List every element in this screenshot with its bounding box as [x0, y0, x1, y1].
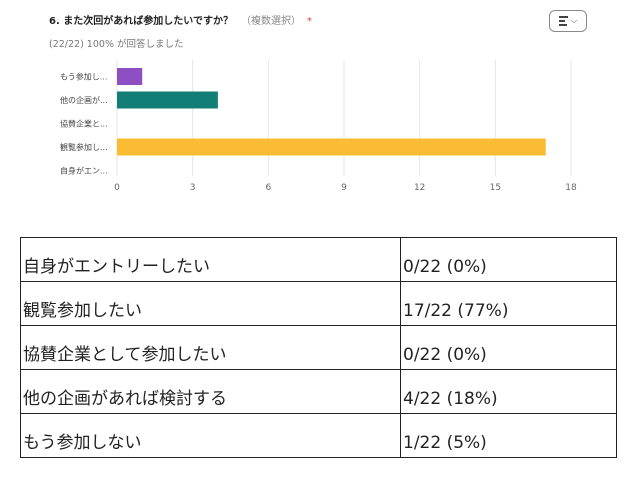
- option-count: 0/22 (0%): [400, 325, 617, 370]
- question-note: （複数選択）: [240, 16, 301, 27]
- table-row: 自身がエントリーしたい 0/22 (0%): [20, 237, 617, 282]
- table-row: 協賛企業として参加したい 0/22 (0%): [20, 325, 617, 370]
- option-count: 4/22 (18%): [400, 369, 617, 414]
- option-count: 17/22 (77%): [400, 281, 617, 326]
- question-header: 6. また次回があれば参加したいですか？ （複数選択） * (22/22) 100%…: [49, 8, 589, 60]
- option-count: 1/22 (5%): [400, 413, 617, 458]
- bar[interactable]: [117, 138, 546, 156]
- table-row: もう参加しない 1/22 (5%): [20, 413, 617, 458]
- table-row: 他の企画があれば検討する 4/22 (18%): [20, 369, 617, 414]
- bar[interactable]: [117, 68, 143, 85]
- response-summary: (22/22) 100% が回答しました: [49, 39, 184, 50]
- x-tick-label: 12: [414, 183, 425, 193]
- results-table: 自身がエントリーしたい 0/22 (0%) 観覧参加したい 17/22 (77%) 協賛…: [20, 237, 617, 458]
- option-count: 0/22 (0%): [400, 237, 617, 282]
- bar-chart-icon: [558, 16, 568, 26]
- category-label: 自身がエン...: [60, 166, 108, 176]
- category-label: もう参加し...: [60, 72, 107, 82]
- option-label: 協賛企業として参加したい: [20, 325, 401, 370]
- bar[interactable]: [117, 91, 218, 109]
- x-tick-label: 15: [490, 183, 501, 193]
- chart-view-toggle-button[interactable]: ⌵: [549, 10, 587, 32]
- category-label: 観覧参加し...: [60, 142, 108, 152]
- required-mark: *: [306, 16, 312, 27]
- category-label: 他の企画が...: [60, 95, 108, 105]
- x-tick-label: 3: [190, 183, 196, 193]
- table-row: 観覧参加したい 17/22 (77%): [20, 281, 617, 326]
- option-label: 自身がエントリーしたい: [20, 237, 401, 282]
- option-label: 観覧参加したい: [20, 281, 401, 326]
- x-tick-label: 0: [114, 183, 120, 193]
- x-tick-label: 18: [565, 183, 577, 193]
- x-tick-label: 6: [265, 183, 271, 193]
- question-title: 6. また次回があれば参加したいですか？ （複数選択） *: [49, 12, 312, 27]
- question-title-text: 6. また次回があれば参加したいですか？: [49, 16, 233, 27]
- bar-chart: 0 3 6 9 12 15 18 もう参加し... 他の企画が... 協賛企業と... 観覧参加し.…: [60, 60, 577, 193]
- option-label: もう参加しない: [20, 413, 401, 458]
- option-label: 他の企画があれば検討する: [20, 369, 401, 414]
- category-label: 協賛企業と...: [60, 119, 108, 129]
- chevron-down-icon: ⌵: [570, 16, 578, 25]
- x-tick-label: 9: [341, 183, 347, 193]
